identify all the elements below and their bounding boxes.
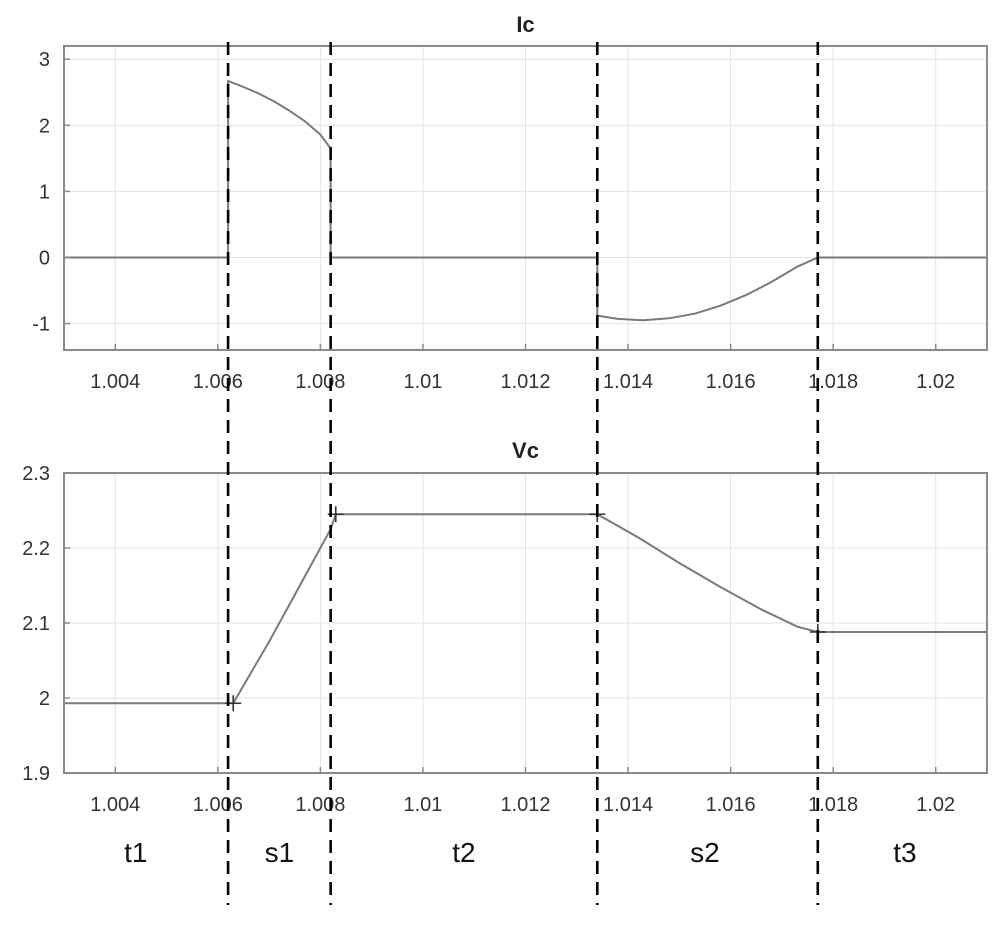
y-tick-label: 2.3 <box>22 463 50 485</box>
y-tick-label: 2.2 <box>22 538 50 560</box>
phase-dividers <box>226 42 820 905</box>
x-tick-label: 1.006 <box>193 794 243 816</box>
x-tick-label: 1.018 <box>808 794 858 816</box>
x-tick-label: 1.008 <box>295 371 345 393</box>
phase-label-s1: s1 <box>265 837 295 868</box>
phase-label-t2: t2 <box>452 837 475 868</box>
y-tick-label: 1.9 <box>22 763 50 785</box>
chart-title: Ic <box>516 12 534 37</box>
y-tick-label: 2 <box>39 688 50 710</box>
x-tick-label: 1.01 <box>403 371 442 393</box>
x-tick-label: 1.008 <box>295 794 345 816</box>
ic-plot: 1.004 1.006 1.008 1.01 1.012 1.014 1.016 1.018 1… <box>32 12 988 393</box>
phase-label-s2: s2 <box>690 837 720 868</box>
x-tick-label: 1.01 <box>403 794 442 816</box>
x-tick-label: 1.02 <box>916 794 955 816</box>
x-tick-label: 1.016 <box>706 371 756 393</box>
x-tick-label: 1.012 <box>500 794 550 816</box>
x-tick-label: 1.012 <box>500 371 550 393</box>
x-tick-label: 1.006 <box>193 371 243 393</box>
vc-plot: 1.004 1.006 1.008 1.01 1.012 1.014 1.016 1.018 1… <box>22 438 988 816</box>
phase-label-t3: t3 <box>893 837 916 868</box>
y-tick-label: 0 <box>39 247 50 269</box>
chart-title: Vc <box>512 438 539 463</box>
x-tick-label: 1.014 <box>603 371 653 393</box>
y-tick-label: 2 <box>39 115 50 137</box>
phase-labels: t1 s1 t2 s2 t3 <box>124 837 917 868</box>
x-tick-label: 1.004 <box>90 794 140 816</box>
phase-label-t1: t1 <box>124 837 147 868</box>
y-tick-label: 2.1 <box>22 613 50 635</box>
series-line-vc <box>64 513 987 705</box>
x-tick-label: 1.004 <box>90 371 140 393</box>
x-tick-label: 1.016 <box>706 794 756 816</box>
x-tick-label: 1.018 <box>808 371 858 393</box>
y-tick-label: 3 <box>39 49 50 71</box>
x-tick-label: 1.014 <box>603 794 653 816</box>
y-tick-label: -1 <box>32 314 50 336</box>
x-tick-label: 1.02 <box>916 371 955 393</box>
y-tick-label: 1 <box>39 181 50 203</box>
